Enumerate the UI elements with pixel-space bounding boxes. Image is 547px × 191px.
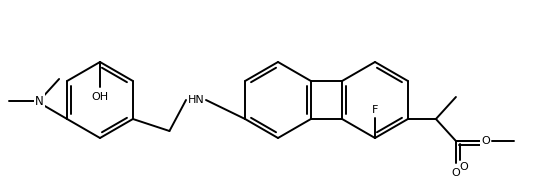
Text: OH: OH [91, 92, 108, 102]
Text: O: O [459, 162, 468, 172]
Text: N: N [34, 95, 43, 108]
Text: HN: HN [188, 95, 205, 105]
Text: F: F [372, 105, 378, 115]
Text: O: O [451, 168, 460, 178]
Text: O: O [481, 136, 490, 146]
